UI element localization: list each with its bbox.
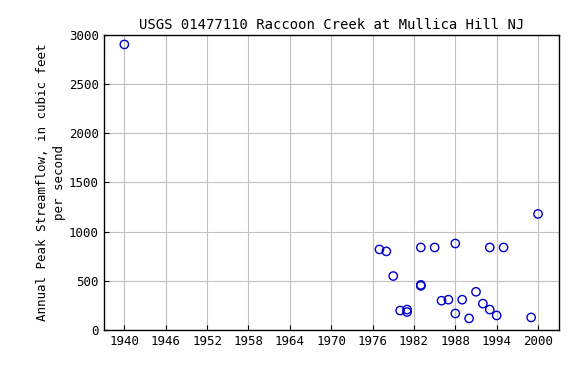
Point <box>120 41 129 48</box>
Point <box>430 244 439 250</box>
Point <box>375 247 384 253</box>
Point <box>389 273 398 279</box>
Point <box>533 211 543 217</box>
Title: USGS 01477110 Raccoon Creek at Mullica Hill NJ: USGS 01477110 Raccoon Creek at Mullica H… <box>139 18 524 32</box>
Point <box>478 301 487 307</box>
Point <box>450 310 460 316</box>
Point <box>457 296 467 303</box>
Point <box>471 289 480 295</box>
Point <box>416 244 426 250</box>
Point <box>526 314 536 321</box>
Point <box>382 248 391 255</box>
Point <box>485 244 494 250</box>
Point <box>444 296 453 303</box>
Point <box>464 315 473 321</box>
Point <box>416 282 426 288</box>
Point <box>499 244 508 250</box>
Point <box>450 240 460 247</box>
Point <box>437 298 446 304</box>
Point <box>485 306 494 313</box>
Point <box>403 306 412 313</box>
Point <box>416 283 426 289</box>
Point <box>492 313 501 319</box>
Y-axis label: Annual Peak Streamflow, in cubic feet
per second: Annual Peak Streamflow, in cubic feet pe… <box>36 44 66 321</box>
Point <box>403 309 412 315</box>
Point <box>396 308 405 314</box>
